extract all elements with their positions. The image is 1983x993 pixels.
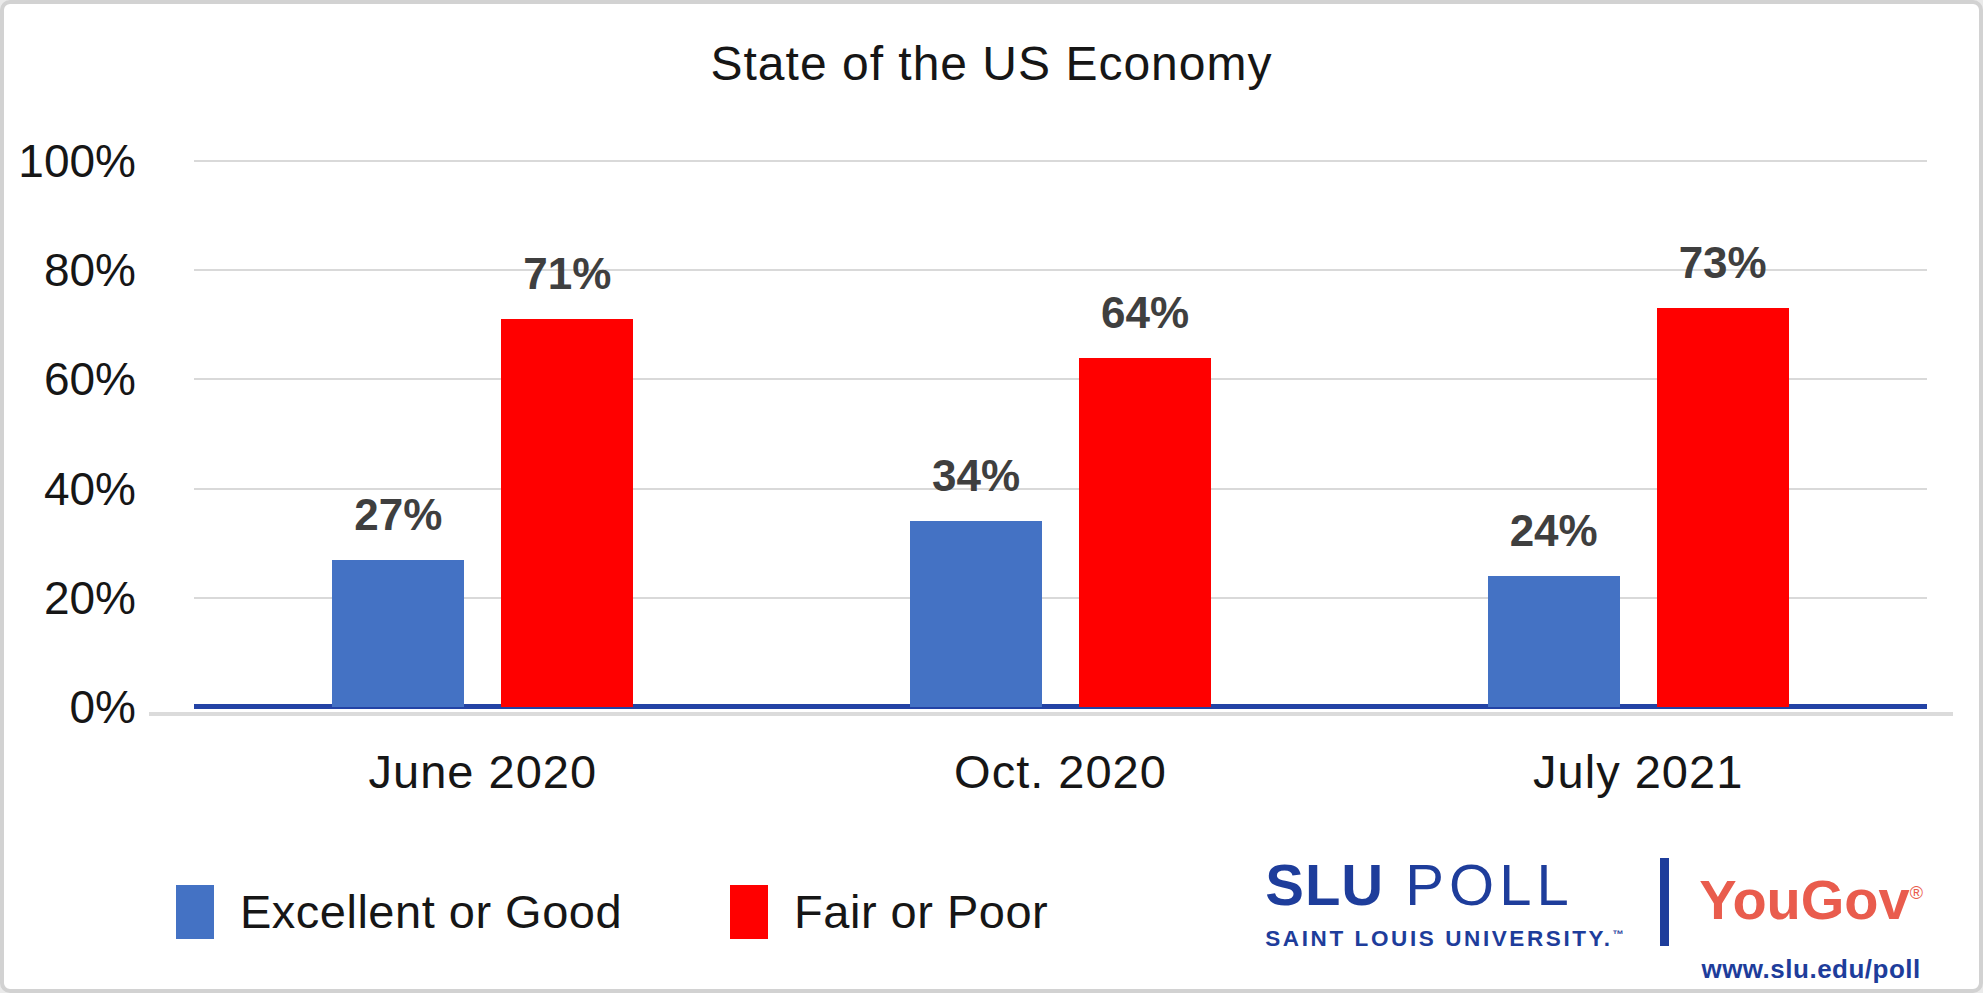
- bar-fair-june-2020: 71%: [501, 319, 633, 707]
- chart-title: State of the US Economy: [4, 36, 1979, 91]
- slu-poll-logo: SLU POLL SAINT LOUIS UNIVERSITY.™: [1265, 856, 1626, 952]
- legend-item-excellent: Excellent or Good: [176, 884, 622, 939]
- bar-group-june-2020: 27% 71%: [194, 161, 772, 707]
- plot-area: 27% 71% 34% 64% 24% 73%: [194, 161, 1927, 707]
- gridline-0: [149, 712, 1953, 716]
- legend-item-fair: Fair or Poor: [730, 884, 1048, 939]
- legend-label: Fair or Poor: [794, 884, 1048, 939]
- x-label-oct-2020: Oct. 2020: [772, 744, 1350, 799]
- data-label: 64%: [1101, 288, 1189, 338]
- yougov-logo: YouGov® www.slu.edu/poll: [1699, 872, 1923, 985]
- yougov-wordmark: YouGov®: [1699, 872, 1923, 928]
- legend-swatch-blue: [176, 885, 214, 939]
- bar-group-oct-2020: 34% 64%: [772, 161, 1350, 707]
- bar-excellent-july-2021: 24%: [1488, 576, 1620, 707]
- yougov-text: YouGov: [1699, 868, 1910, 931]
- y-tick-100: 100%: [18, 134, 136, 188]
- data-label: 27%: [354, 490, 442, 540]
- bar-group-july-2021: 24% 73%: [1349, 161, 1927, 707]
- y-tick-60: 60%: [44, 352, 136, 406]
- y-tick-20: 20%: [44, 571, 136, 625]
- legend-label: Excellent or Good: [240, 884, 622, 939]
- bar-excellent-june-2020: 27%: [332, 560, 464, 707]
- x-axis-labels: June 2020 Oct. 2020 July 2021: [194, 744, 1927, 799]
- data-label: 71%: [523, 249, 611, 299]
- saint-louis-university-text: SAINT LOUIS UNIVERSITY.™: [1265, 926, 1626, 952]
- legend: Excellent or Good Fair or Poor: [176, 884, 1048, 939]
- data-label: 34%: [932, 451, 1020, 501]
- y-axis-tick-labels: 100% 80% 60% 40% 20% 0%: [4, 161, 136, 707]
- legend-swatch-red: [730, 885, 768, 939]
- chart-frame: State of the US Economy 100% 80% 60% 40%…: [0, 0, 1983, 993]
- slu-poll-wordmark: SLU POLL: [1265, 856, 1573, 914]
- registered-symbol: ®: [1910, 883, 1923, 903]
- bar-groups: 27% 71% 34% 64% 24% 73%: [194, 161, 1927, 707]
- slu-text: SLU: [1265, 852, 1384, 917]
- y-tick-40: 40%: [44, 462, 136, 516]
- slu-poll-url: www.slu.edu/poll: [1701, 954, 1920, 985]
- slu-sub-text: SAINT LOUIS UNIVERSITY.: [1265, 926, 1612, 951]
- trademark-symbol: ™: [1613, 928, 1627, 940]
- y-tick-0: 0%: [70, 680, 136, 734]
- bar-fair-july-2021: 73%: [1657, 308, 1789, 707]
- branding-block: SLU POLL SAINT LOUIS UNIVERSITY.™ YouGov…: [1265, 856, 1923, 985]
- x-label-june-2020: June 2020: [194, 744, 772, 799]
- data-label: 73%: [1679, 238, 1767, 288]
- bar-excellent-oct-2020: 34%: [910, 521, 1042, 707]
- x-label-july-2021: July 2021: [1349, 744, 1927, 799]
- poll-text: POLL: [1384, 852, 1573, 917]
- data-label: 24%: [1510, 506, 1598, 556]
- bar-fair-oct-2020: 64%: [1079, 358, 1211, 707]
- logo-separator-bar: [1660, 858, 1669, 946]
- y-tick-80: 80%: [44, 243, 136, 297]
